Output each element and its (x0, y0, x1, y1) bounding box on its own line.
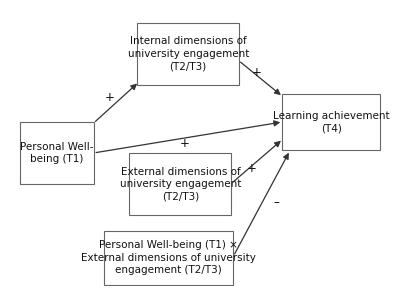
FancyBboxPatch shape (282, 94, 380, 150)
FancyBboxPatch shape (20, 122, 94, 184)
Text: Personal Well-being (T1) ×
External dimensions of university
engagement (T2/T3): Personal Well-being (T1) × External dime… (81, 240, 256, 275)
FancyBboxPatch shape (130, 153, 231, 215)
Text: –: – (274, 196, 279, 209)
Text: Personal Well-
being (T1): Personal Well- being (T1) (20, 142, 94, 164)
FancyBboxPatch shape (137, 23, 239, 85)
Text: +: + (252, 66, 262, 79)
Text: +: + (179, 137, 189, 150)
Text: External dimensions of
university engagement
(T2/T3): External dimensions of university engage… (120, 167, 241, 201)
Text: +: + (105, 91, 115, 104)
Text: +: + (247, 162, 257, 175)
FancyBboxPatch shape (104, 231, 233, 285)
Text: Internal dimensions of
university engagement
(T2/T3): Internal dimensions of university engage… (128, 36, 249, 71)
Text: Learning achievement
(T4): Learning achievement (T4) (273, 111, 390, 133)
